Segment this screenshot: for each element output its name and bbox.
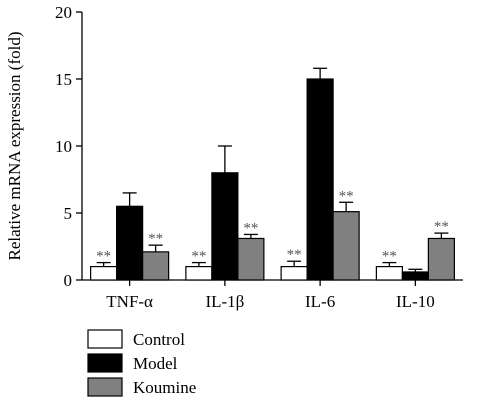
legend-label-control: Control [133,330,185,349]
significance-label: ** [191,249,206,265]
significance-label: ** [148,231,163,247]
bar-control-0 [90,266,118,281]
legend-swatch-model [87,353,123,373]
chart-legend: Control Model Koumine [87,329,196,397]
chart-bars [90,67,455,281]
bar-koumine-3 [427,237,455,281]
bar-control-1 [185,266,213,281]
y-tick-label: 10 [55,137,72,156]
y-tick-label: 5 [64,204,73,223]
legend-label-koumine: Koumine [133,378,196,397]
significance-label: ** [96,249,111,265]
y-axis-label: Relative mRNA expression (fold) [5,32,24,261]
chart-labels: ** ** ** ** ** ** ** ** [96,188,449,264]
y-tick-label: 0 [64,271,73,290]
x-tick-label: TNF-α [106,292,153,311]
bar-model-1 [211,172,239,281]
bar-model-0 [116,205,144,281]
legend-swatch-koumine [87,377,123,397]
y-tick-label: 20 [55,3,72,22]
bar-koumine-2 [332,211,360,281]
legend-label-model: Model [133,354,178,373]
significance-label: ** [434,219,449,235]
bar-model-2 [306,78,334,281]
legend-swatch-control [87,329,123,349]
bar-control-2 [280,266,308,281]
x-tick-label: IL-1β [205,292,244,311]
significance-label: ** [382,249,397,265]
bar-control-3 [375,266,403,281]
bar-koumine-0 [142,251,170,281]
y-tick-label: 15 [55,70,72,89]
significance-label: ** [243,220,258,236]
significance-label: ** [287,247,302,263]
bar-model-3 [401,271,429,281]
significance-label: ** [339,188,354,204]
x-tick-label: IL-6 [305,292,335,311]
x-tick-label: IL-10 [396,292,435,311]
bar-koumine-1 [237,237,265,281]
